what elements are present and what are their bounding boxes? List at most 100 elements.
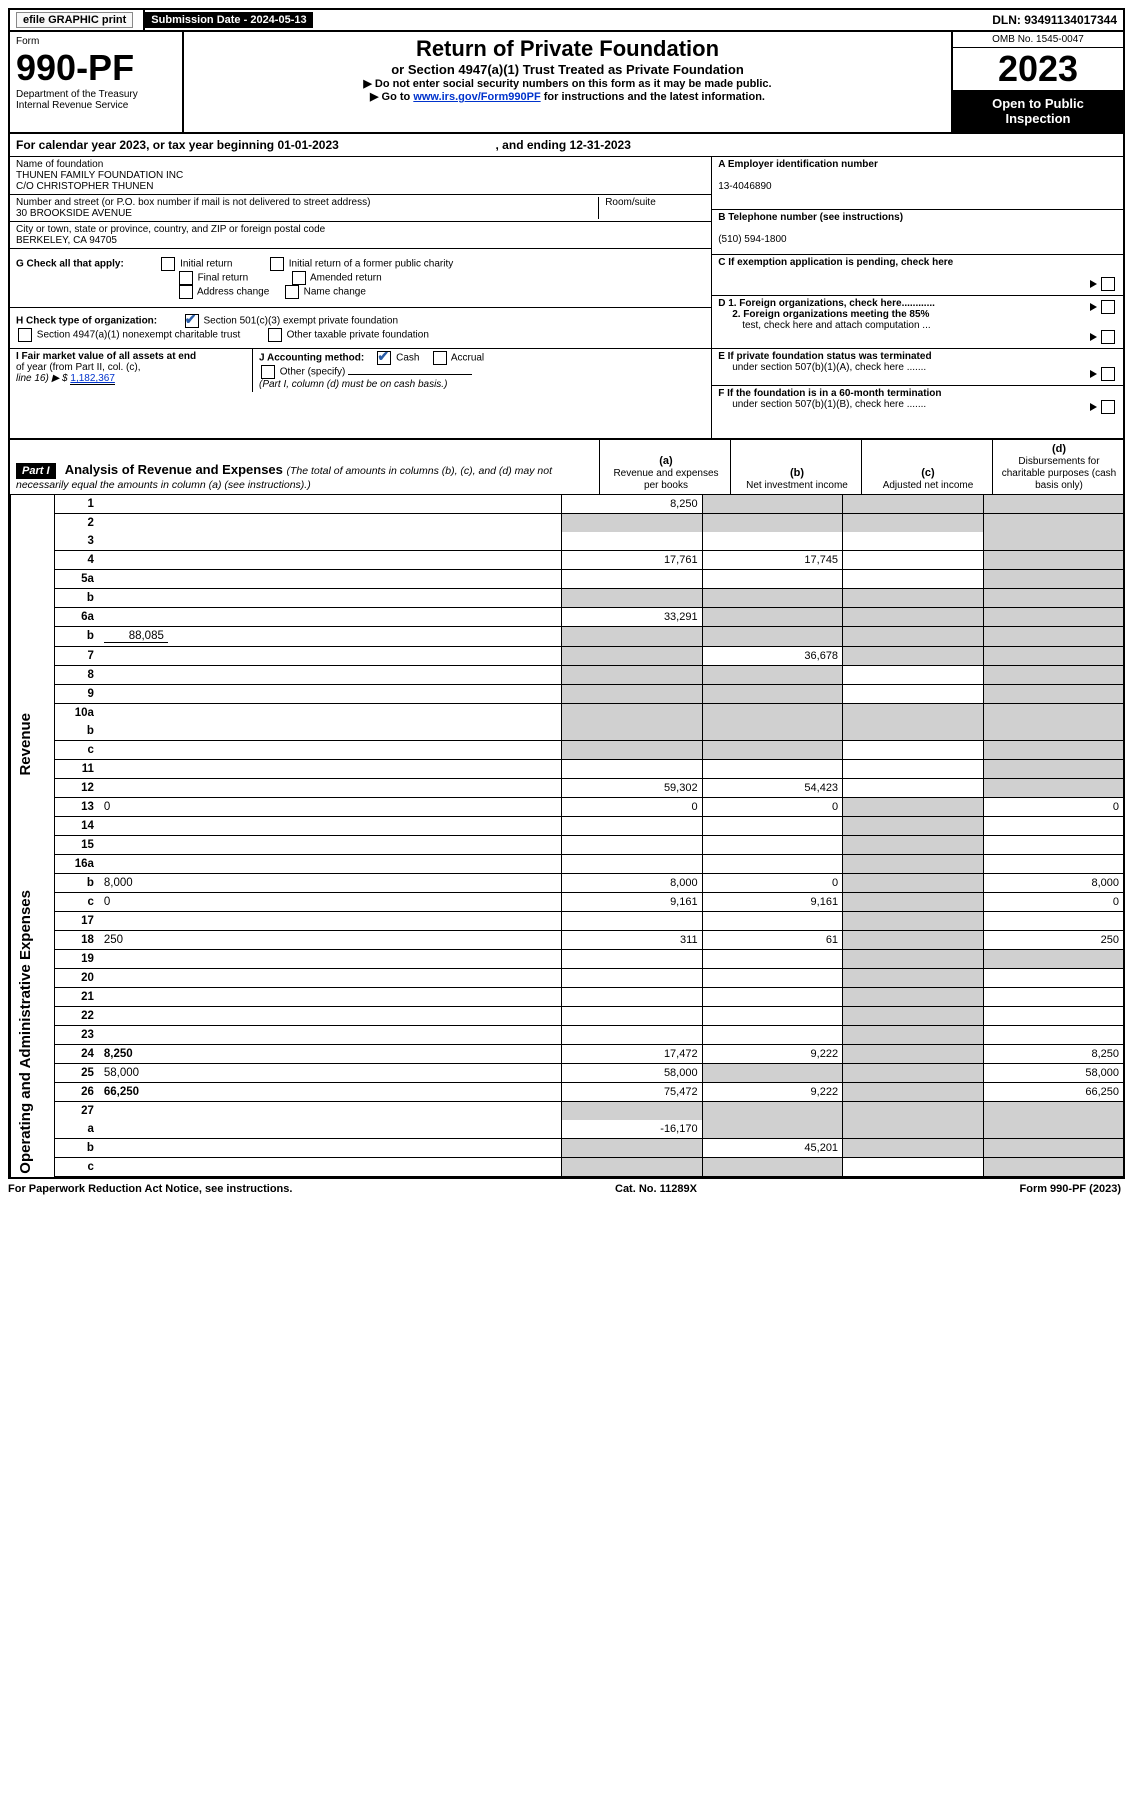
line-description: 250 bbox=[98, 931, 562, 950]
h-opt-2: Section 4947(a)(1) nonexempt charitable … bbox=[37, 330, 240, 341]
line-description bbox=[98, 779, 562, 798]
form-container: efile GRAPHIC print Submission Date - 20… bbox=[8, 8, 1125, 1179]
g-opt-2: Address change bbox=[197, 287, 269, 298]
line-number: 7 bbox=[54, 647, 97, 666]
table-cell bbox=[843, 779, 983, 798]
j-accrual-checkbox[interactable] bbox=[433, 351, 447, 365]
h-4947-checkbox[interactable] bbox=[18, 328, 32, 342]
line-number: 18 bbox=[54, 931, 97, 950]
table-cell bbox=[843, 627, 983, 647]
table-cell: 9,222 bbox=[702, 1045, 842, 1064]
h-other-checkbox[interactable] bbox=[268, 328, 282, 342]
table-cell bbox=[562, 988, 702, 1007]
j-other-checkbox[interactable] bbox=[261, 365, 275, 379]
table-cell bbox=[843, 570, 983, 589]
table-cell bbox=[843, 551, 983, 570]
form-word: Form bbox=[16, 36, 176, 47]
table-cell bbox=[983, 704, 1123, 723]
table-cell bbox=[983, 912, 1123, 931]
footer-right: Form 990-PF (2023) bbox=[1020, 1183, 1121, 1195]
line-description bbox=[98, 741, 562, 760]
table-cell bbox=[843, 969, 983, 988]
phone-label: B Telephone number (see instructions) bbox=[718, 212, 903, 223]
table-row: 27 bbox=[11, 1102, 1124, 1121]
line-description: 58,000 bbox=[98, 1064, 562, 1083]
table-cell: 9,222 bbox=[702, 1083, 842, 1102]
dept-treasury: Department of the Treasury bbox=[16, 89, 176, 100]
efile-print-button[interactable]: efile GRAPHIC print bbox=[16, 12, 133, 28]
line-number: c bbox=[54, 893, 97, 912]
table-cell bbox=[843, 514, 983, 533]
fmv-link[interactable]: 1,182,367 bbox=[70, 373, 115, 385]
table-cell bbox=[702, 532, 842, 551]
table-cell bbox=[983, 950, 1123, 969]
table-cell bbox=[983, 1158, 1123, 1177]
g-amended-checkbox[interactable] bbox=[292, 271, 306, 285]
table-cell bbox=[562, 1026, 702, 1045]
d1-checkbox[interactable] bbox=[1101, 300, 1115, 314]
e-checkbox[interactable] bbox=[1101, 367, 1115, 381]
line-description bbox=[98, 969, 562, 988]
arrow-icon bbox=[1090, 280, 1097, 288]
c-checkbox[interactable] bbox=[1101, 277, 1115, 291]
table-cell bbox=[562, 1007, 702, 1026]
j-cash-checkbox[interactable] bbox=[377, 351, 391, 365]
table-cell bbox=[702, 969, 842, 988]
table-cell: 58,000 bbox=[562, 1064, 702, 1083]
g-opt-3: Initial return of a former public charit… bbox=[289, 259, 454, 270]
line-number: 1 bbox=[54, 495, 97, 514]
d2-checkbox[interactable] bbox=[1101, 330, 1115, 344]
line-description bbox=[98, 570, 562, 589]
i-cell: I Fair market value of all assets at end… bbox=[10, 349, 253, 392]
table-cell: 311 bbox=[562, 931, 702, 950]
table-row: 1825031161250 bbox=[11, 931, 1124, 950]
part1-rows-table: Revenue18,25023417,76117,7455ab6a33,291b… bbox=[10, 495, 1123, 1177]
phone-cell: B Telephone number (see instructions) (5… bbox=[712, 210, 1123, 255]
dln-value: 93491134017344 bbox=[1024, 13, 1117, 27]
table-cell bbox=[562, 912, 702, 931]
table-cell bbox=[843, 988, 983, 1007]
table-cell: -16,170 bbox=[562, 1120, 702, 1139]
table-row: 9 bbox=[11, 685, 1124, 704]
table-cell bbox=[983, 647, 1123, 666]
line-description bbox=[98, 608, 562, 627]
table-row: 20 bbox=[11, 969, 1124, 988]
g-final-return-checkbox[interactable] bbox=[179, 271, 193, 285]
table-cell bbox=[983, 855, 1123, 874]
g-opt-5: Name change bbox=[304, 287, 366, 298]
g-initial-former-checkbox[interactable] bbox=[270, 257, 284, 271]
table-cell: 0 bbox=[702, 798, 842, 817]
line-number: b bbox=[54, 722, 97, 741]
table-cell bbox=[702, 1007, 842, 1026]
table-cell bbox=[562, 532, 702, 551]
table-cell bbox=[983, 1120, 1123, 1139]
table-cell bbox=[843, 589, 983, 608]
part1-header-table: Part I Analysis of Revenue and Expenses … bbox=[10, 438, 1123, 495]
table-cell bbox=[843, 760, 983, 779]
table-row: a-16,170 bbox=[11, 1120, 1124, 1139]
table-cell bbox=[843, 1026, 983, 1045]
h-501c3-checkbox[interactable] bbox=[185, 314, 199, 328]
line-description bbox=[98, 1139, 562, 1158]
table-cell bbox=[843, 1102, 983, 1121]
foundation-name-cell: Name of foundation THUNEN FAMILY FOUNDAT… bbox=[10, 157, 711, 195]
table-row: c bbox=[11, 1158, 1124, 1177]
table-cell bbox=[983, 836, 1123, 855]
table-cell: 17,472 bbox=[562, 1045, 702, 1064]
f-checkbox[interactable] bbox=[1101, 400, 1115, 414]
table-cell bbox=[843, 608, 983, 627]
part1-title: Analysis of Revenue and Expenses bbox=[65, 462, 287, 477]
foundation-name-1: THUNEN FAMILY FOUNDATION INC bbox=[16, 170, 183, 181]
c-cell: C If exemption application is pending, c… bbox=[712, 255, 1123, 296]
table-cell bbox=[702, 1064, 842, 1083]
g-name-change-checkbox[interactable] bbox=[285, 285, 299, 299]
d-cell: D 1. Foreign organizations, check here..… bbox=[712, 296, 1123, 349]
g-address-change-checkbox[interactable] bbox=[179, 285, 193, 299]
irs-link[interactable]: www.irs.gov/Form990PF bbox=[413, 91, 540, 103]
table-cell bbox=[702, 666, 842, 685]
ein-value: 13-4046890 bbox=[718, 181, 771, 192]
irs-label: Internal Revenue Service bbox=[16, 100, 176, 111]
g-initial-return-checkbox[interactable] bbox=[161, 257, 175, 271]
table-cell bbox=[702, 627, 842, 647]
efile-cell: efile GRAPHIC print bbox=[10, 10, 145, 30]
